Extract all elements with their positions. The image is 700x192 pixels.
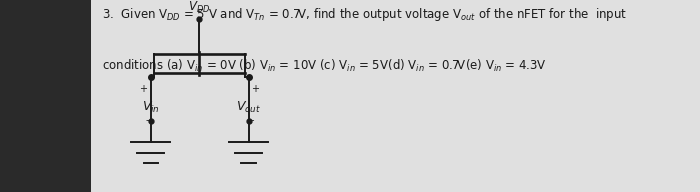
Text: +: + (139, 84, 148, 94)
FancyBboxPatch shape (91, 0, 700, 192)
Text: $V_{out}$: $V_{out}$ (236, 100, 261, 115)
Text: -: - (251, 115, 253, 125)
Text: +: + (251, 84, 260, 94)
Text: $V_{DD}$: $V_{DD}$ (188, 0, 211, 15)
Text: $V_{in}$: $V_{in}$ (141, 100, 160, 115)
Text: conditions (a) V$_{in}$ = 0V (b) V$_{in}$ = 10V (c) V$_{in}$ = 5V(d) V$_{in}$ = : conditions (a) V$_{in}$ = 0V (b) V$_{in}… (102, 58, 546, 74)
Text: 3.  Given V$_{DD}$ = 5 V and V$_{Tn}$ = 0.7V, find the output voltage V$_{out}$ : 3. Given V$_{DD}$ = 5 V and V$_{Tn}$ = 0… (102, 6, 626, 23)
Text: -: - (146, 115, 148, 125)
